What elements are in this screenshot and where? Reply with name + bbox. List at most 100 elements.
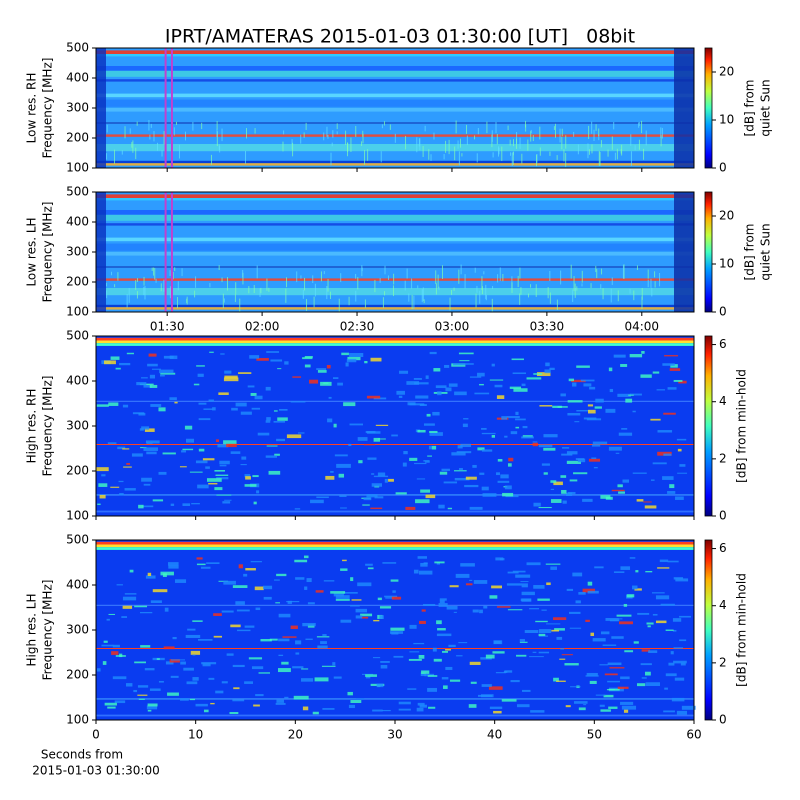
spectrogram-blob <box>561 453 573 456</box>
spectrogram-blob <box>336 463 351 468</box>
spectrogram-band <box>96 210 694 215</box>
spectrogram-blob <box>457 445 463 449</box>
spectrogram-streak <box>611 136 613 150</box>
spectrogram-blob <box>348 443 352 447</box>
spectrogram-streak <box>643 148 645 160</box>
spectrogram-blob <box>449 585 459 588</box>
spectrogram-blob <box>96 467 109 472</box>
spectrogram-streak <box>173 127 175 136</box>
spectrogram-streak <box>524 120 526 128</box>
spectrogram-background <box>96 336 694 516</box>
spectrogram-blob <box>197 373 204 377</box>
spectrogram-band <box>96 343 694 346</box>
spectrogram-streak <box>323 271 325 275</box>
spectrogram-streak <box>588 149 590 155</box>
spectrogram-blob <box>138 504 144 509</box>
spectrogram-blob <box>343 402 356 407</box>
spectrogram-streak <box>331 142 333 147</box>
spectrogram-blob <box>212 407 216 411</box>
spectrogram-blob <box>585 675 599 677</box>
spectrogram-streak <box>361 267 363 272</box>
spectrogram-blob <box>512 372 526 375</box>
spectrogram-blob <box>479 383 484 386</box>
x-tick-label: 60 <box>686 728 701 742</box>
spectrogram-streak <box>306 299 308 311</box>
spectrogram-blob <box>445 649 452 651</box>
spectrogram-blob <box>357 437 368 441</box>
spectrogram-blob <box>126 352 134 355</box>
spectrogram-blob <box>365 674 377 677</box>
spectrogram-blob <box>220 353 225 355</box>
spectrogram-blob <box>230 624 241 628</box>
y-tick-label: 300 <box>66 419 89 433</box>
spectrogram-blob <box>245 568 256 571</box>
spectrogram-blob <box>674 677 685 681</box>
spectrogram-streak <box>449 297 451 311</box>
spectrogram-blob <box>557 406 568 408</box>
spectrogram-streak <box>129 128 131 134</box>
spectrogram-blob <box>515 411 519 416</box>
spectrogram-streak <box>286 277 288 288</box>
spectrogram-blob <box>276 573 287 577</box>
spectrogram-blob <box>129 569 134 573</box>
spectrogram-streak <box>355 273 357 279</box>
spectrogram-blob <box>110 486 120 488</box>
spectrogram-streak <box>384 291 386 296</box>
spectrogram-blob <box>554 628 565 631</box>
spectrogram-blob <box>497 480 510 483</box>
spectrogram-blob <box>346 358 357 363</box>
spectrogram-blob <box>507 571 519 574</box>
spectrogram-blob <box>409 651 420 653</box>
spectrogram-blob <box>657 567 670 569</box>
spectrogram-streak <box>314 283 316 297</box>
y-tick-label: 400 <box>66 578 89 592</box>
spectrogram-blob <box>263 596 272 600</box>
spectrogram-streak <box>153 131 155 142</box>
spectrogram-streak <box>157 142 159 151</box>
spectrogram-streak <box>525 124 527 132</box>
spectrogram-blob <box>165 661 174 665</box>
spectrogram-blob <box>362 504 370 506</box>
spectrogram-band <box>96 93 694 98</box>
spectrogram-blob <box>582 498 593 502</box>
spectrogram-blob <box>198 402 207 405</box>
spectrogram-streak <box>296 271 298 283</box>
spectrogram-blob <box>618 618 623 620</box>
spectrogram-streak <box>422 145 424 157</box>
spectrogram-blob <box>317 370 327 373</box>
spectrogram-blob <box>409 457 418 461</box>
spectrogram-blob <box>229 711 239 715</box>
spectrogram-blob <box>253 501 257 505</box>
spectrogram-blob <box>432 647 437 652</box>
spectrogram-blob <box>428 706 436 709</box>
spectrogram-blob <box>508 457 514 462</box>
x-tick-label: 02:30 <box>340 320 375 334</box>
spectrogram-streak <box>379 277 381 283</box>
spectrogram-streak <box>216 121 218 130</box>
spectrogram-blob <box>321 665 336 667</box>
spectrogram-streak <box>176 297 178 309</box>
spectrogram-blob <box>256 490 260 494</box>
spectrogram-blob <box>678 380 687 384</box>
spectrogram-streak <box>350 137 352 153</box>
spectrogram-streak <box>650 278 652 288</box>
spectrogram-blob <box>675 578 689 582</box>
spectrogram-blob <box>580 379 595 382</box>
spectrogram-edge <box>96 48 106 168</box>
spectrogram-streak <box>623 264 625 279</box>
spectrogram-blob <box>316 496 329 499</box>
spectrogram-blob <box>251 666 264 670</box>
spectrogram-blob <box>458 642 468 644</box>
spectrogram-streak <box>405 135 407 150</box>
spectrogram-blob <box>147 572 152 576</box>
spectrogram-streak <box>283 130 285 135</box>
spectrogram-blob <box>184 425 193 430</box>
spectrogram-streak <box>422 287 424 302</box>
spectrogram-blob <box>174 579 187 583</box>
spectrogram-blob <box>257 432 270 436</box>
spectrogram-blob <box>182 448 194 451</box>
spectrogram-blob <box>664 355 679 357</box>
spectrogram-blob <box>349 352 364 357</box>
spectrogram-streak <box>495 121 497 134</box>
